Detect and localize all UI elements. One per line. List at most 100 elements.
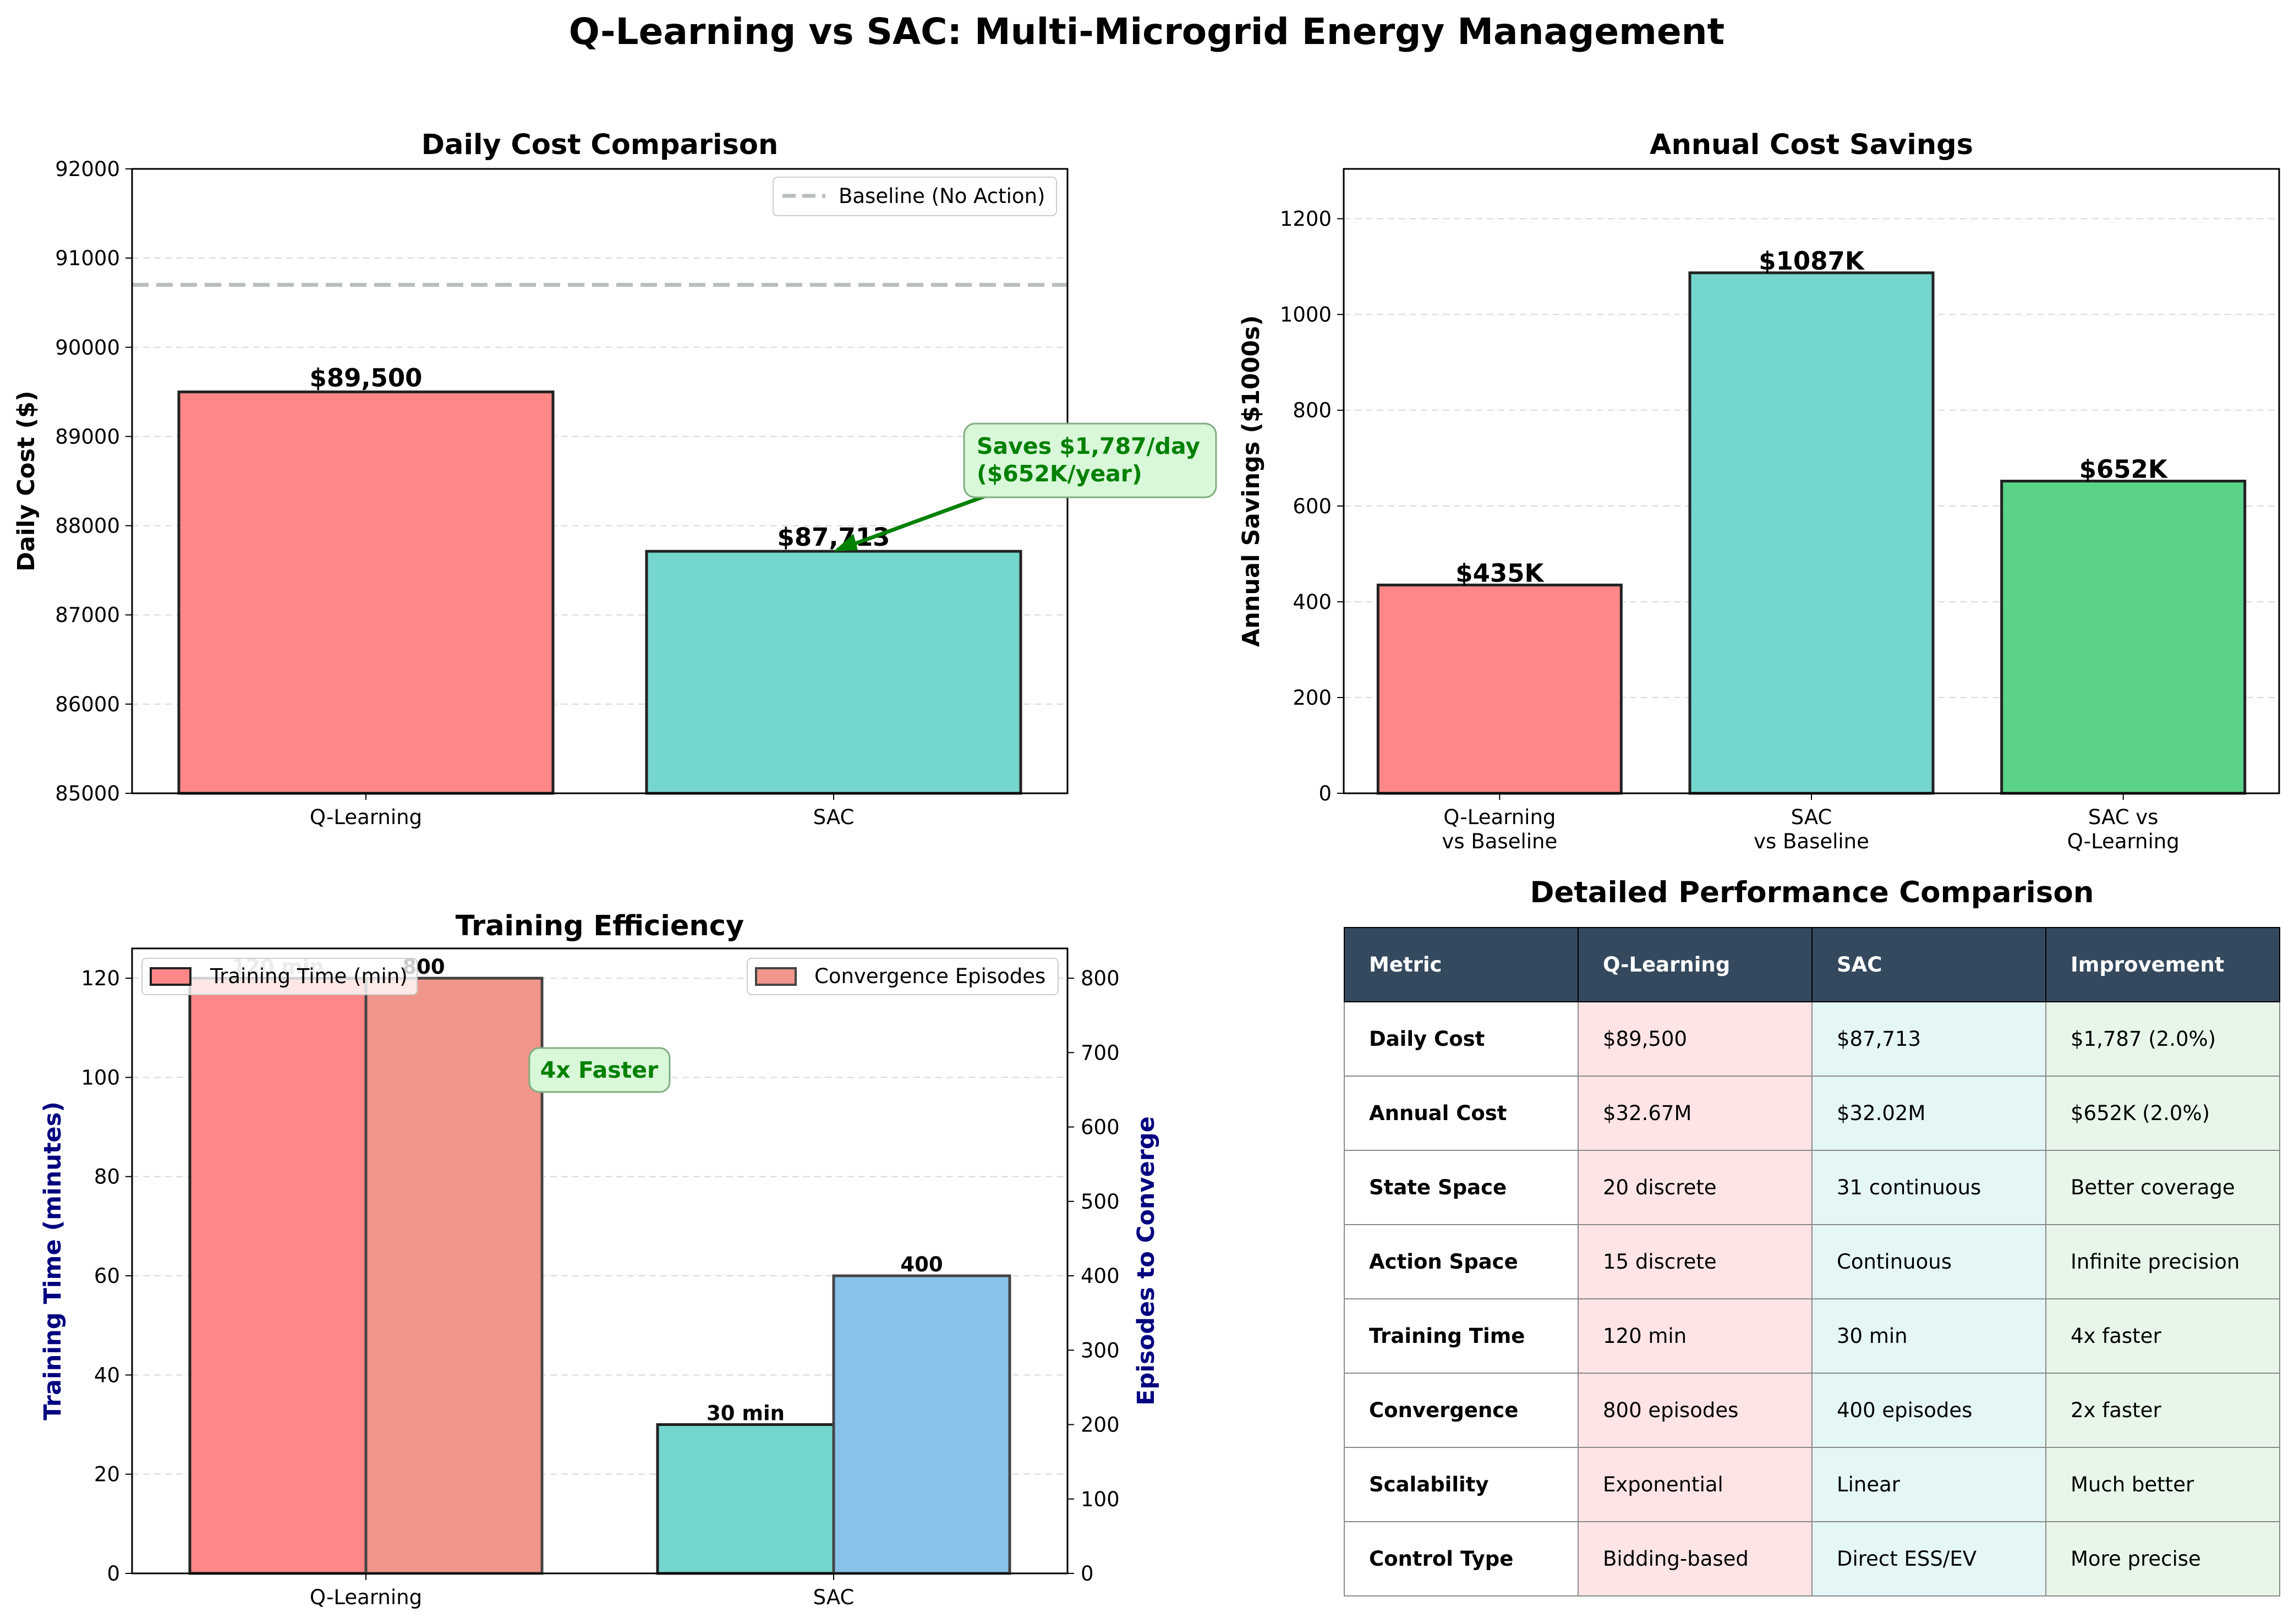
y-tick-label: 120 [81, 967, 120, 990]
bar-value-label: 400 [900, 1253, 943, 1276]
table-header-cell: SAC [1811, 927, 2046, 1002]
y-tick-label: 20 [94, 1463, 120, 1486]
y-tick-label: 0 [1318, 782, 1332, 805]
table-cell: 31 continuous [1811, 1150, 2046, 1225]
y-axis-label: Daily Cost ($) [13, 391, 40, 572]
y2-tick-label: 100 [1081, 1488, 1120, 1511]
y-tick-label: 87000 [55, 603, 120, 627]
table-cell: Daily Cost [1344, 1001, 1579, 1077]
y2-tick-label: 400 [1081, 1264, 1120, 1288]
y-tick-label: 200 [1293, 686, 1332, 710]
x-tick-label: SAC vs [2088, 805, 2159, 829]
table-row: Action Space 15 discrete Continuous Infinit… [1344, 1224, 2280, 1299]
table-cell: 400 episodes [1811, 1373, 2046, 1448]
table-row: Annual Cost $32.67M $32.02M $652K (2.0%) [1344, 1076, 2280, 1151]
y-tick-label: 1000 [1280, 303, 1332, 327]
table-cell: Bidding-based [1578, 1521, 1813, 1596]
bar-value-label: $435K [1455, 558, 1545, 588]
bar-convergence-episodes [364, 976, 544, 1575]
y-tick-label: 0 [107, 1562, 120, 1585]
table-row: Training Time 120 min 30 min 4x faster [1344, 1298, 2280, 1374]
bar-training-time [188, 976, 368, 1575]
table-row: State Space 20 discrete 31 continuous Bette… [1344, 1150, 2280, 1225]
bar-value-label: $652K [2079, 455, 2169, 484]
table-cell: 120 min [1578, 1298, 1813, 1374]
daily-cost-chart: Daily Cost Comparison 85000 86000 87000 8800… [13, 129, 1217, 829]
legend-box [773, 177, 1057, 216]
legend-box [747, 958, 1059, 995]
y-tick-label: 88000 [55, 514, 120, 538]
y2-tick-label: 600 [1081, 1116, 1120, 1139]
chart-title: Daily Cost Comparison [421, 129, 779, 161]
figure-suptitle: Q-Learning vs SAC: Multi-Microgrid Energ… [569, 10, 1724, 53]
x-tick-label: Q-Learning [310, 1585, 422, 1609]
y2-tick-label: 700 [1081, 1041, 1120, 1065]
legend-box [141, 958, 418, 995]
table-header-cell: Metric [1344, 927, 1579, 1002]
legend-swatch [755, 967, 797, 986]
table-cell: $652K (2.0%) [2045, 1076, 2280, 1151]
table-cell: Infinite precision [2045, 1224, 2280, 1299]
annotation-text: 4x Faster [540, 1057, 659, 1083]
x-tick-label: SAC [813, 1585, 855, 1609]
y-tick-label: 400 [1293, 590, 1332, 614]
table-cell: Exponential [1578, 1447, 1813, 1522]
y-axis-label: Annual Savings ($1000s) [1238, 315, 1265, 647]
x-tick-label: Q-Learning [310, 805, 422, 829]
x-tick-label: Q-Learning [2067, 830, 2180, 853]
table-cell: 4x faster [2045, 1298, 2280, 1374]
table-cell: 2x faster [2045, 1373, 2280, 1448]
table-cell: $87,713 [1811, 1001, 2046, 1077]
annotation-arrow [848, 494, 986, 548]
table-cell: Much better [2045, 1447, 2280, 1522]
y-tick-label: 100 [81, 1066, 120, 1089]
annotation-arrowhead [834, 534, 858, 552]
chart-title: Annual Cost Savings [1650, 129, 1973, 161]
training-efficiency-chart: Training Efficiency 0 20 40 60 80 100 120 0 100 20… [39, 910, 1160, 1609]
y-tick-label: 91000 [55, 246, 120, 270]
y-tick-label: 86000 [55, 693, 120, 716]
y-tick-label: 80 [94, 1165, 120, 1189]
table-cell: $1,787 (2.0%) [2045, 1001, 2280, 1077]
annotation-text: Saves $1,787/day [977, 433, 1200, 459]
y-tick-label: 60 [94, 1264, 120, 1288]
table-cell: 20 discrete [1578, 1150, 1813, 1225]
bar-training-time [656, 1423, 835, 1575]
x-tick-label: vs Baseline [1754, 830, 1869, 853]
bar-value-label: 30 min [707, 1402, 785, 1425]
bar-convergence-episodes [832, 1274, 1011, 1575]
table-cell: $32.02M [1811, 1076, 2046, 1151]
table-header-cell: Improvement [2045, 927, 2280, 1002]
x-tick-label: SAC [813, 805, 855, 829]
table-cell: Linear [1811, 1447, 2046, 1522]
table-row: Convergence 800 episodes 400 episodes 2x fa… [1344, 1373, 2280, 1448]
bar-value-label: $89,500 [310, 363, 423, 392]
table-cell: Continuous [1811, 1224, 2046, 1299]
table-header-cell: Q-Learning [1578, 927, 1813, 1002]
chart-title: Training Efficiency [456, 910, 744, 942]
bar-value-label: $1087K [1759, 246, 1865, 276]
table-row: Control Type Bidding-based Direct ESS/EV Mo… [1344, 1521, 2280, 1596]
table-cell: 15 discrete [1578, 1224, 1813, 1299]
y-tick-label: 90000 [55, 336, 120, 359]
annual-savings-chart: Annual Cost Savings 0 200 400 600 800 1000 1200… [1238, 129, 2280, 853]
plot-frame [1343, 168, 2280, 794]
legend-label: Training Time (min) [210, 964, 408, 988]
table-body: Daily Cost $89,500 $87,713 $1,787 (2.0%) Ann… [1344, 1001, 2280, 1596]
y-axis-label-right: Episodes to Converge [1132, 1116, 1160, 1406]
y-tick-label: 1200 [1280, 207, 1332, 231]
table-cell: Annual Cost [1344, 1076, 1579, 1151]
table-cell: Direct ESS/EV [1811, 1521, 2046, 1596]
table-cell: Training Time [1344, 1298, 1579, 1374]
legend-swatch [150, 967, 191, 986]
bar [177, 390, 555, 795]
annotation-box [963, 423, 1217, 498]
y-tick-label: 89000 [55, 425, 120, 448]
table-row: Scalability Exponential Linear Much better [1344, 1447, 2280, 1522]
table-cell: $89,500 [1578, 1001, 1813, 1077]
y2-tick-label: 200 [1081, 1413, 1120, 1437]
y-tick-label: 40 [94, 1363, 120, 1387]
table-cell: State Space [1344, 1150, 1579, 1225]
y-tick-label: 92000 [55, 157, 120, 181]
